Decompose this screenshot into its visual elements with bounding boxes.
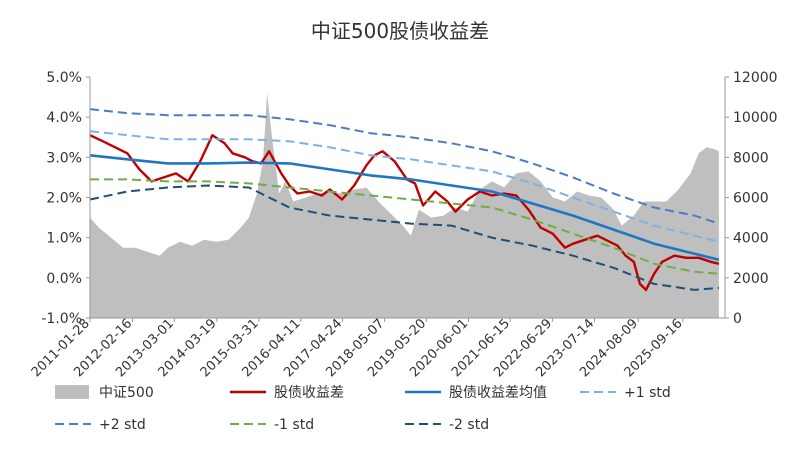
right-tick-label: 10000: [733, 110, 778, 126]
left-tick-label: 4.0%: [46, 110, 82, 126]
right-tick-label: 0: [733, 311, 742, 327]
legend-label: -1 std: [274, 417, 314, 433]
left-tick-label: 3.0%: [46, 150, 82, 166]
left-tick-label: -1.0%: [41, 311, 82, 327]
left-tick-label: 1.0%: [46, 231, 82, 247]
series-line-6: [89, 184, 719, 291]
right-tick-label: 12000: [733, 70, 778, 86]
legend-swatch: [55, 385, 89, 399]
legend-label: +1 std: [624, 385, 671, 401]
chart-title: 中证500股债收益差: [311, 19, 489, 43]
left-tick-label: 0.0%: [46, 271, 82, 287]
series-line-5: [90, 178, 719, 275]
legend-label: -2 std: [449, 417, 489, 433]
series-area-csi500: [90, 93, 719, 318]
area-layer: [90, 93, 719, 318]
legend-label: 中证500: [99, 385, 154, 401]
legend-label: 股债收益差均值: [449, 385, 547, 401]
series-line-4: [89, 108, 720, 225]
right-tick-label: 6000: [733, 191, 769, 207]
left-tick-label: 2.0%: [46, 191, 82, 207]
right-tick-label: 2000: [733, 271, 769, 287]
series-line-3: [89, 130, 720, 243]
right-tick-label: 8000: [733, 150, 769, 166]
right-tick-label: 4000: [733, 231, 769, 247]
series-line-2: [89, 154, 720, 262]
legend-label: +2 std: [99, 417, 146, 433]
line-layer: [89, 108, 720, 292]
left-tick-label: 5.0%: [46, 70, 82, 86]
legend-label: 股债收益差: [274, 385, 344, 401]
legend: 中证500 股债收益差 股债收益差均值 +1 std +2 std -1 std -2 st…: [55, 385, 671, 433]
